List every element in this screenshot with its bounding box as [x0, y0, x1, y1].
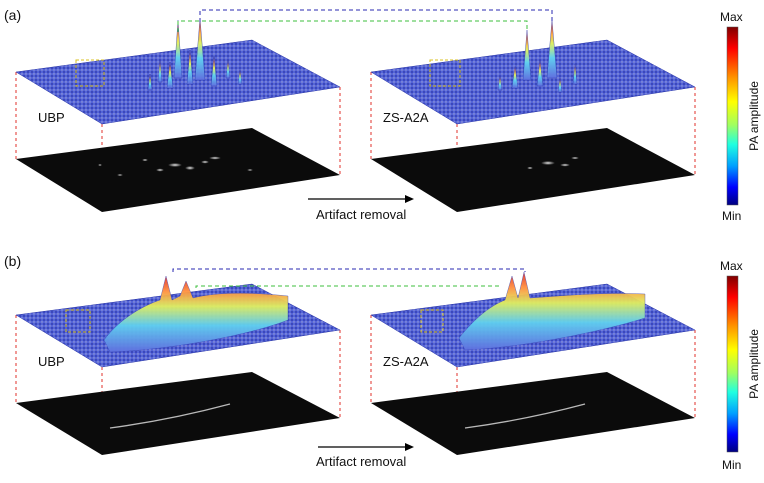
- panel-label: (b): [4, 253, 21, 269]
- roi-box-ubp: [75, 59, 105, 87]
- surface-peak: [522, 29, 532, 81]
- surface-peaks-ubp: [103, 275, 289, 353]
- vessel-line-ubp: [109, 403, 231, 429]
- image-plane-ubp: [16, 128, 340, 212]
- surface-mound: [458, 271, 646, 351]
- colorbar-axis-label: PA amplitude: [747, 329, 761, 399]
- vessel-line-zs-a2a: [464, 403, 586, 429]
- image-speckles-ubp: [98, 156, 253, 176]
- surface-peak: [210, 55, 218, 87]
- arrow-head-icon: [405, 443, 414, 451]
- surface-peak: [572, 63, 578, 85]
- panel-a: (a): [4, 7, 761, 223]
- colorbar-max: Max: [720, 259, 743, 273]
- surface-peak: [557, 77, 563, 93]
- surface-ubp: [15, 39, 341, 125]
- method-label-right: ZS-A2A: [383, 110, 429, 125]
- surface-peak: [157, 59, 163, 83]
- connector-blue: [199, 9, 553, 22]
- method-label-left: UBP: [38, 110, 65, 125]
- surface-peak: [194, 17, 206, 81]
- surface-peak: [511, 65, 519, 89]
- surface-peak: [546, 19, 558, 79]
- roi-box-zs-a2a: [429, 59, 461, 87]
- colorbar-min: Min: [722, 209, 741, 223]
- arrow-label: Artifact removal: [316, 454, 406, 469]
- surface-peaks-ubp: [147, 17, 243, 91]
- panel-b: (b) UBP ZS-A2A Artifact removal Max Min: [4, 253, 761, 472]
- connector-green: [195, 285, 501, 288]
- panel-label: (a): [4, 7, 21, 23]
- surface-peak: [173, 19, 183, 79]
- surface-mound: [103, 275, 289, 353]
- arrow-label: Artifact removal: [316, 207, 406, 222]
- connector-green: [177, 20, 528, 32]
- image-plane-zs-a2a: [371, 372, 695, 455]
- roi-box-ubp: [65, 309, 91, 333]
- surface-peak: [536, 59, 544, 87]
- colorbar: [726, 26, 739, 206]
- image-plane-ubp: [16, 372, 340, 455]
- colorbar-min: Min: [722, 458, 741, 472]
- surface-peak: [237, 69, 243, 85]
- surface-peak: [225, 59, 231, 79]
- image-plane-zs-a2a: [371, 128, 695, 212]
- colorbar-max: Max: [720, 10, 743, 24]
- surface-peak: [166, 61, 174, 89]
- arrow-head-icon: [405, 195, 414, 203]
- image-speckles-zs-a2a: [527, 156, 579, 170]
- method-label-left: UBP: [38, 354, 65, 369]
- surface-peaks-zs-a2a: [458, 271, 646, 351]
- connector-blue: [172, 268, 526, 272]
- surface-peaks-zs-a2a: [497, 19, 578, 93]
- colorbar-axis-label: PA amplitude: [747, 81, 761, 151]
- roi-box-zs-a2a: [420, 309, 444, 333]
- surface-peak: [186, 49, 194, 85]
- method-label-right: ZS-A2A: [383, 354, 429, 369]
- colorbar: [726, 275, 739, 453]
- surface-peak: [497, 75, 503, 91]
- surface-peak: [147, 73, 153, 91]
